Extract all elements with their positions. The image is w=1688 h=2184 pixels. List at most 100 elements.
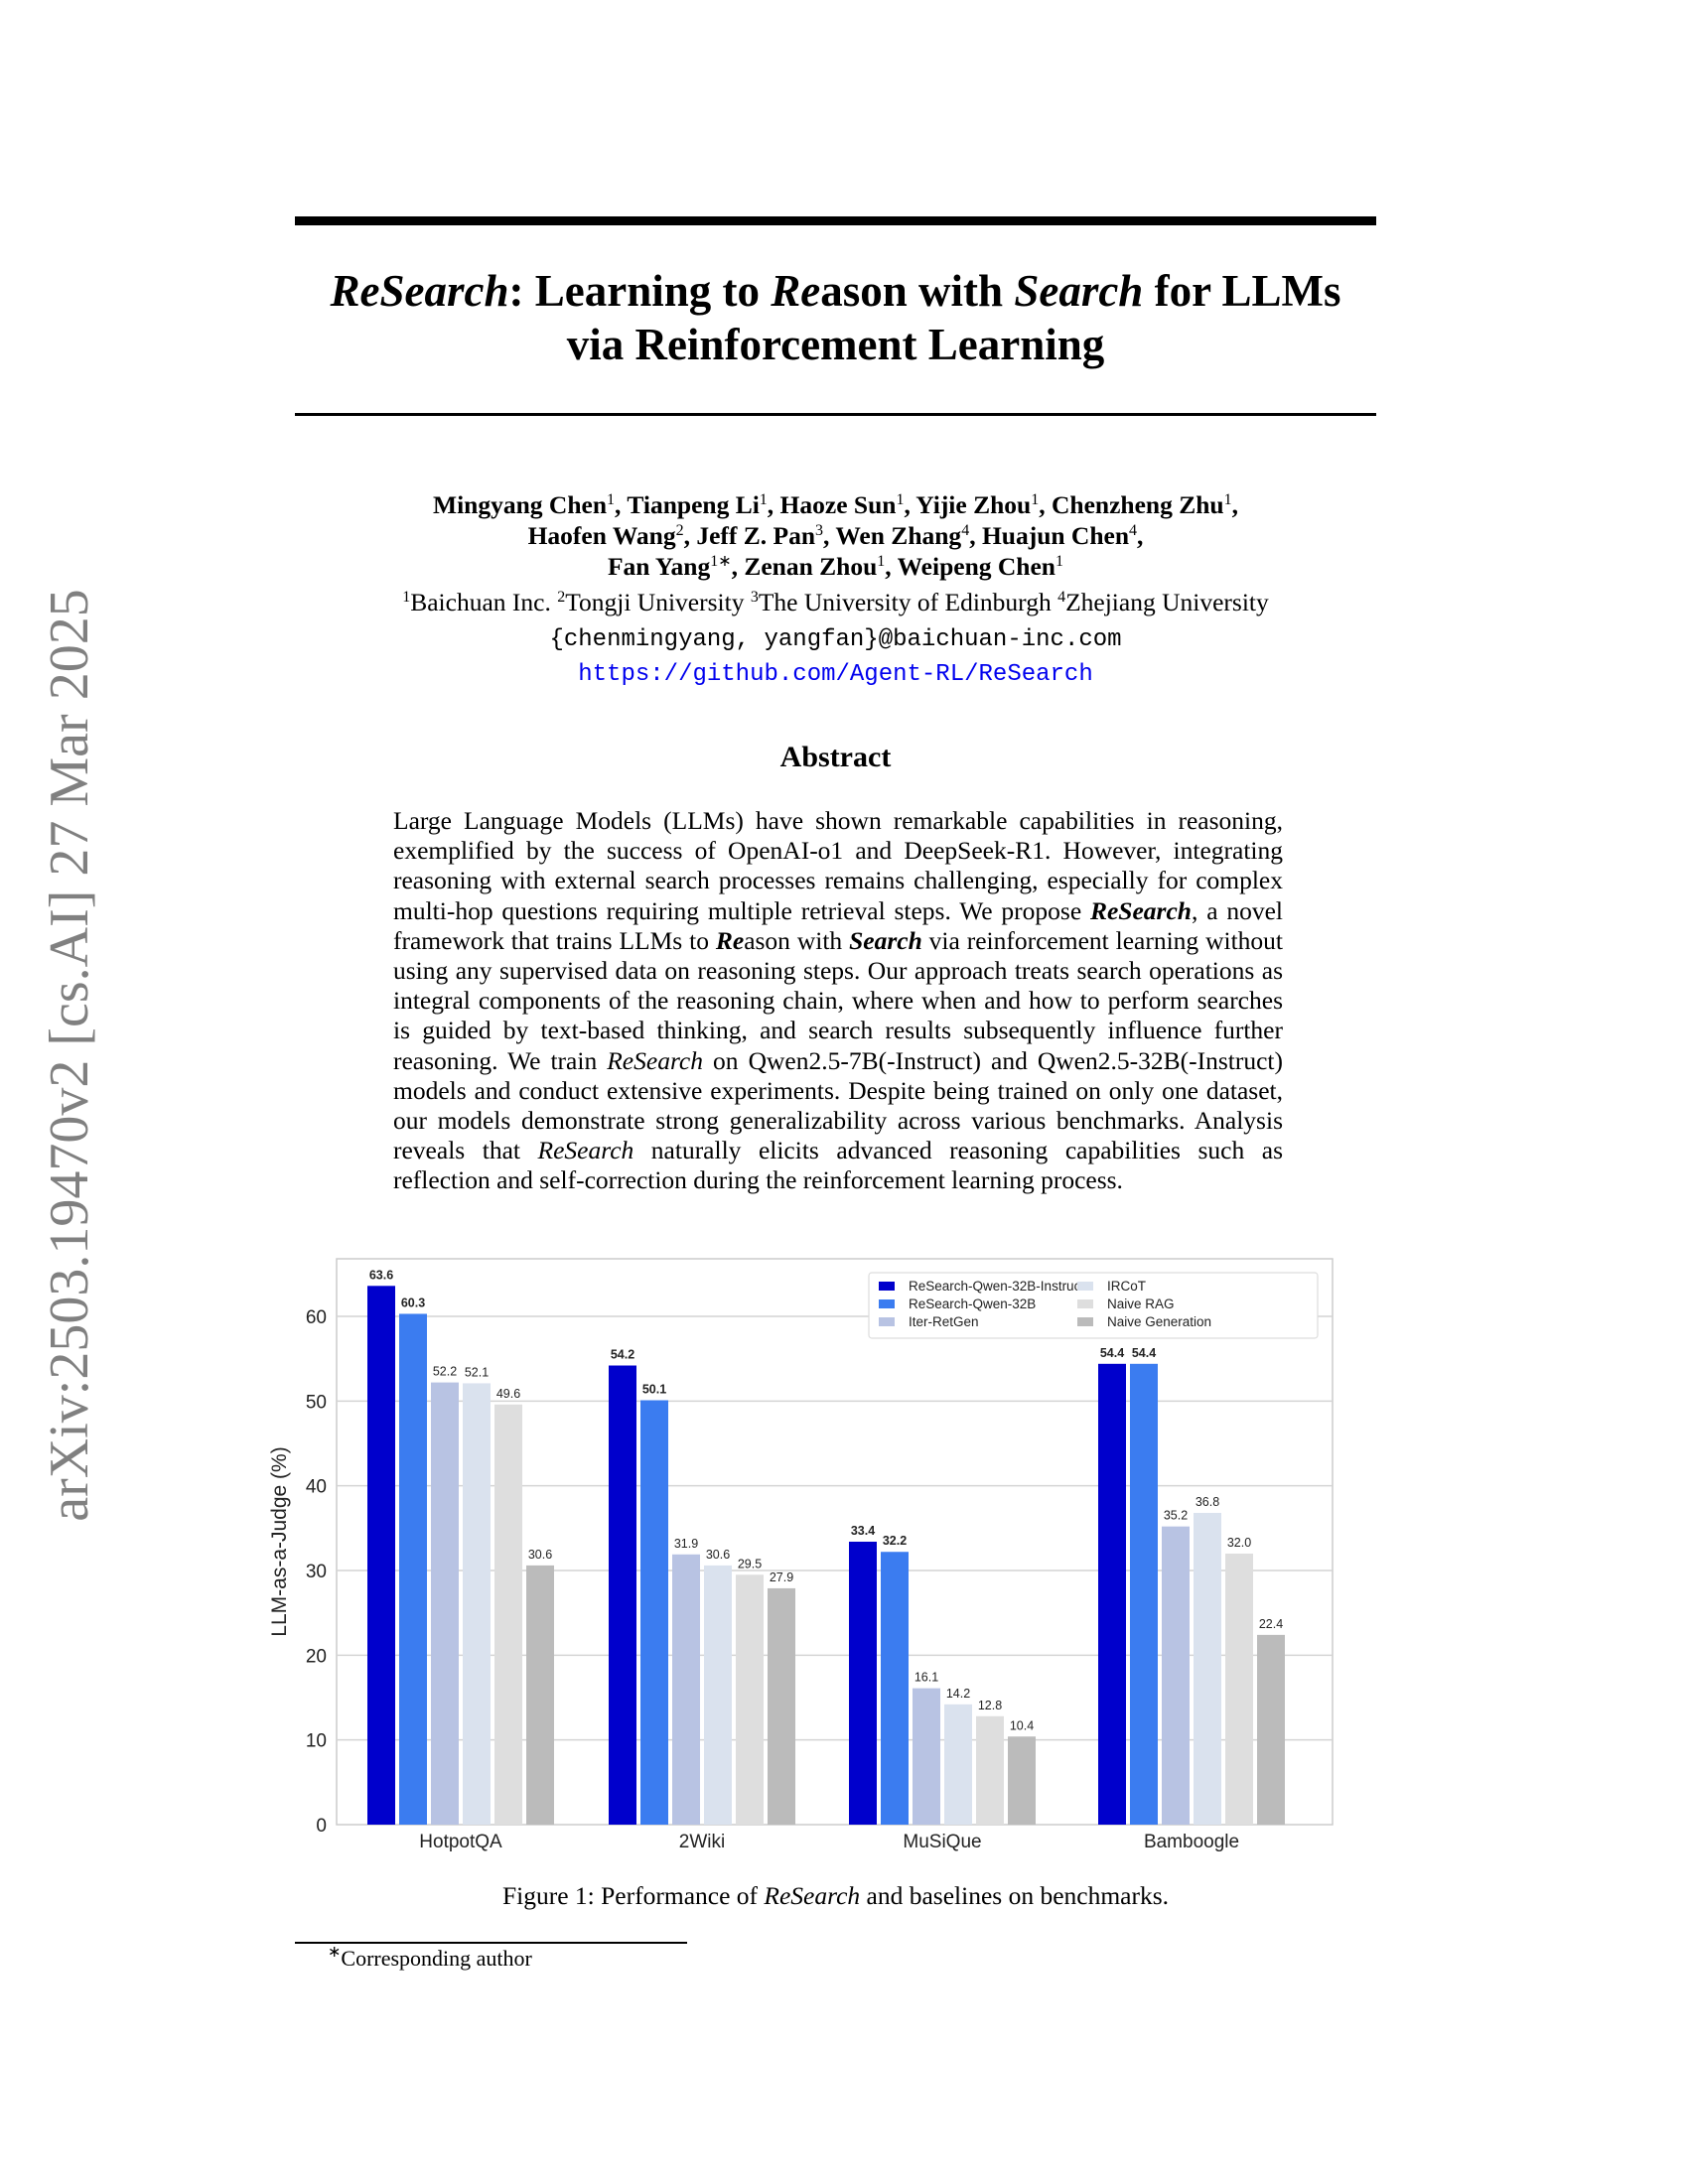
data-label: 36.8 (1196, 1495, 1219, 1509)
data-label: 22.4 (1259, 1617, 1283, 1631)
data-label: 35.2 (1164, 1509, 1188, 1523)
y-tick-label: 40 (306, 1477, 327, 1498)
data-label: 30.6 (528, 1548, 552, 1562)
author-name: Mingyang Chen (433, 490, 608, 519)
data-label: 49.6 (496, 1387, 520, 1401)
bar (1194, 1512, 1221, 1825)
bar (736, 1574, 764, 1825)
x-tick-label: MuSiQue (903, 1832, 981, 1852)
author-name: Haoze Sun (779, 490, 897, 519)
author-affil-mark: 3 (815, 522, 824, 539)
footnote-rule (295, 1942, 687, 1944)
data-label: 50.1 (642, 1383, 666, 1397)
title-part: : Learning to (508, 266, 772, 316)
bar (672, 1554, 700, 1825)
bar (431, 1382, 459, 1825)
author-name: Tianpeng Li (627, 490, 760, 519)
affiliation: The University of Edinburgh (758, 588, 1052, 616)
author-name: Zenan Zhou (744, 552, 878, 581)
title-line2: via Reinforcement Learning (566, 320, 1105, 369)
author-name: Huajun Chen (981, 521, 1130, 550)
author-affil-mark: 1 (759, 491, 768, 508)
data-label: 29.5 (738, 1557, 762, 1570)
title-part: Re (771, 266, 821, 316)
caption-part: Figure 1: Performance of (501, 1881, 765, 1910)
affiliation: Tongji University (565, 588, 745, 616)
author-name: Chenzheng Zhu (1051, 490, 1224, 519)
y-tick-label: 60 (306, 1307, 327, 1328)
author-affil-mark: 1 (1031, 491, 1040, 508)
author-affil-mark: 4 (1129, 522, 1138, 539)
data-label: 30.6 (706, 1548, 730, 1562)
github-link[interactable]: https://github.com/Agent-RL/ReSearch (578, 661, 1093, 688)
top-rule (295, 216, 1376, 225)
legend-label: IRCoT (1107, 1279, 1146, 1294)
author-affil-mark: 1 (607, 491, 616, 508)
title-part: Search (1014, 266, 1144, 316)
legend-swatch (1077, 1282, 1093, 1291)
x-tick-label: HotpotQA (419, 1832, 502, 1852)
data-label: 16.1 (914, 1671, 938, 1685)
author: Tianpeng Li1, (627, 490, 780, 519)
data-label: 54.4 (1132, 1346, 1156, 1360)
figure-caption: Figure 1: Performance of ReSearch and ba… (295, 1881, 1376, 1911)
data-label: 54.4 (1100, 1346, 1124, 1360)
bar (768, 1587, 795, 1825)
abstract-text: ason with (744, 925, 850, 955)
bar (944, 1704, 972, 1825)
author-affil-mark: 2 (675, 522, 684, 539)
affil-mark: 2 (557, 589, 566, 606)
author-name: Yijie Zhou (915, 490, 1032, 519)
data-label: 14.2 (946, 1687, 970, 1701)
affil-mark: 4 (1057, 589, 1066, 606)
abstract-text: Large Language Models (LLMs) have shown … (393, 806, 1283, 925)
bar-chart: 0 10 20 30 40 50 60 LLM-as-a-Judge (%) HotpotQA 6… (268, 1258, 1334, 1852)
abstract-text: Re (715, 925, 745, 955)
bar (976, 1715, 1004, 1825)
affil-mark: 3 (750, 589, 759, 606)
author-name: Haofen Wang (527, 521, 676, 550)
abstract-text: ReSearch (1089, 895, 1192, 925)
y-axis-label: LLM-as-a-Judge (%) (268, 1446, 291, 1636)
data-label: 33.4 (851, 1524, 875, 1538)
author: Fan Yang1∗, (607, 552, 745, 581)
caption-part: and baselines on benchmarks. (860, 1881, 1170, 1910)
bar (849, 1542, 877, 1825)
data-label: 52.1 (465, 1365, 489, 1379)
author: Jeff Z. Pan3, (696, 521, 836, 550)
bar (704, 1565, 732, 1825)
data-label: 54.2 (611, 1348, 634, 1362)
author-list: Mingyang Chen1, Tianpeng Li1, Haoze Sun1… (295, 489, 1376, 582)
abstract-text: ReSearch (537, 1136, 634, 1165)
abstract-text: naturally elicits advanced reasoning cap… (393, 1136, 1283, 1195)
title-part: for LLMs (1143, 266, 1341, 316)
author: Wen Zhang4, (835, 521, 982, 550)
legend-swatch (879, 1317, 895, 1326)
bar (1225, 1553, 1253, 1825)
author: Haofen Wang2, (527, 521, 697, 550)
y-tick-label: 0 (316, 1816, 327, 1837)
bar (881, 1552, 909, 1825)
title-part: ason with (820, 266, 1015, 316)
bar (1162, 1526, 1190, 1825)
author: Mingyang Chen1, (433, 490, 628, 519)
abstract-heading: Abstract (779, 741, 892, 773)
abstract-text: Search (849, 925, 922, 955)
legend-label: Naive RAG (1107, 1297, 1175, 1311)
y-tick-label: 20 (306, 1646, 327, 1667)
affiliation: Baichuan Inc. (410, 588, 551, 616)
bar (463, 1383, 491, 1825)
data-label: 31.9 (674, 1537, 698, 1551)
arxiv-stamp: arXiv:2503.19470v2 [cs.AI] 27 Mar 2025 (39, 589, 100, 1522)
author-affil-mark: 1 (1055, 553, 1063, 570)
legend-swatch (879, 1282, 895, 1291)
author-affil-mark: 4 (961, 522, 970, 539)
author-affil-mark: 1 (896, 491, 905, 508)
data-label: 52.2 (433, 1365, 457, 1379)
y-tick-label: 10 (306, 1731, 327, 1752)
bar (399, 1313, 427, 1825)
abstract-text: via reinforcement learning without using… (393, 925, 1284, 1075)
author-name: Wen Zhang (835, 521, 962, 550)
legend-swatch (879, 1299, 895, 1308)
bar (1130, 1363, 1158, 1825)
